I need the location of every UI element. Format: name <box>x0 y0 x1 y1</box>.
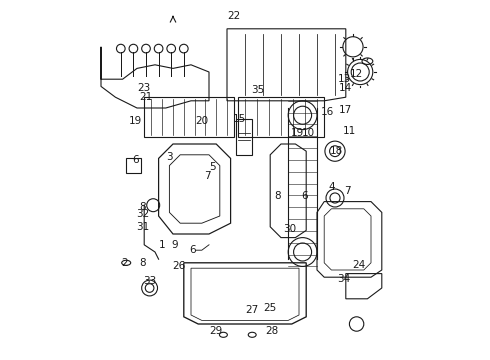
Text: 1: 1 <box>159 240 166 250</box>
Text: 10: 10 <box>301 128 315 138</box>
Text: 31: 31 <box>136 222 149 232</box>
Text: 24: 24 <box>352 260 365 270</box>
Text: 6: 6 <box>301 191 308 201</box>
Text: 29: 29 <box>210 326 223 336</box>
Text: 9: 9 <box>172 240 178 250</box>
Text: 33: 33 <box>143 276 156 286</box>
Text: 30: 30 <box>283 224 296 234</box>
Text: 20: 20 <box>195 116 208 126</box>
Text: 23: 23 <box>138 83 151 93</box>
Text: 22: 22 <box>227 11 241 21</box>
Text: 13: 13 <box>338 74 351 84</box>
Text: 12: 12 <box>350 69 363 79</box>
Text: 17: 17 <box>339 105 352 115</box>
Text: 19: 19 <box>291 128 304 138</box>
Text: 14: 14 <box>339 83 352 93</box>
Text: 35: 35 <box>251 85 264 95</box>
Text: 2: 2 <box>121 258 128 268</box>
Text: 19: 19 <box>128 116 142 126</box>
Text: 4: 4 <box>328 182 335 192</box>
Text: 15: 15 <box>233 114 246 124</box>
Text: 8: 8 <box>274 191 281 201</box>
Text: 8: 8 <box>139 258 146 268</box>
Text: 27: 27 <box>245 305 259 315</box>
Text: 18: 18 <box>330 146 343 156</box>
Text: 21: 21 <box>139 92 152 102</box>
Text: 6: 6 <box>190 245 196 255</box>
Text: 3: 3 <box>166 152 172 162</box>
Text: 7: 7 <box>204 171 211 181</box>
Text: 16: 16 <box>321 107 335 117</box>
Text: 5: 5 <box>209 162 216 172</box>
Text: 6: 6 <box>132 155 139 165</box>
Text: 25: 25 <box>264 303 277 313</box>
Text: 8: 8 <box>139 202 146 212</box>
Text: 26: 26 <box>172 261 185 271</box>
Text: 34: 34 <box>338 274 351 284</box>
Text: 28: 28 <box>266 326 279 336</box>
Text: 32: 32 <box>136 209 149 219</box>
Text: 11: 11 <box>343 126 356 136</box>
Text: 7: 7 <box>344 186 351 196</box>
